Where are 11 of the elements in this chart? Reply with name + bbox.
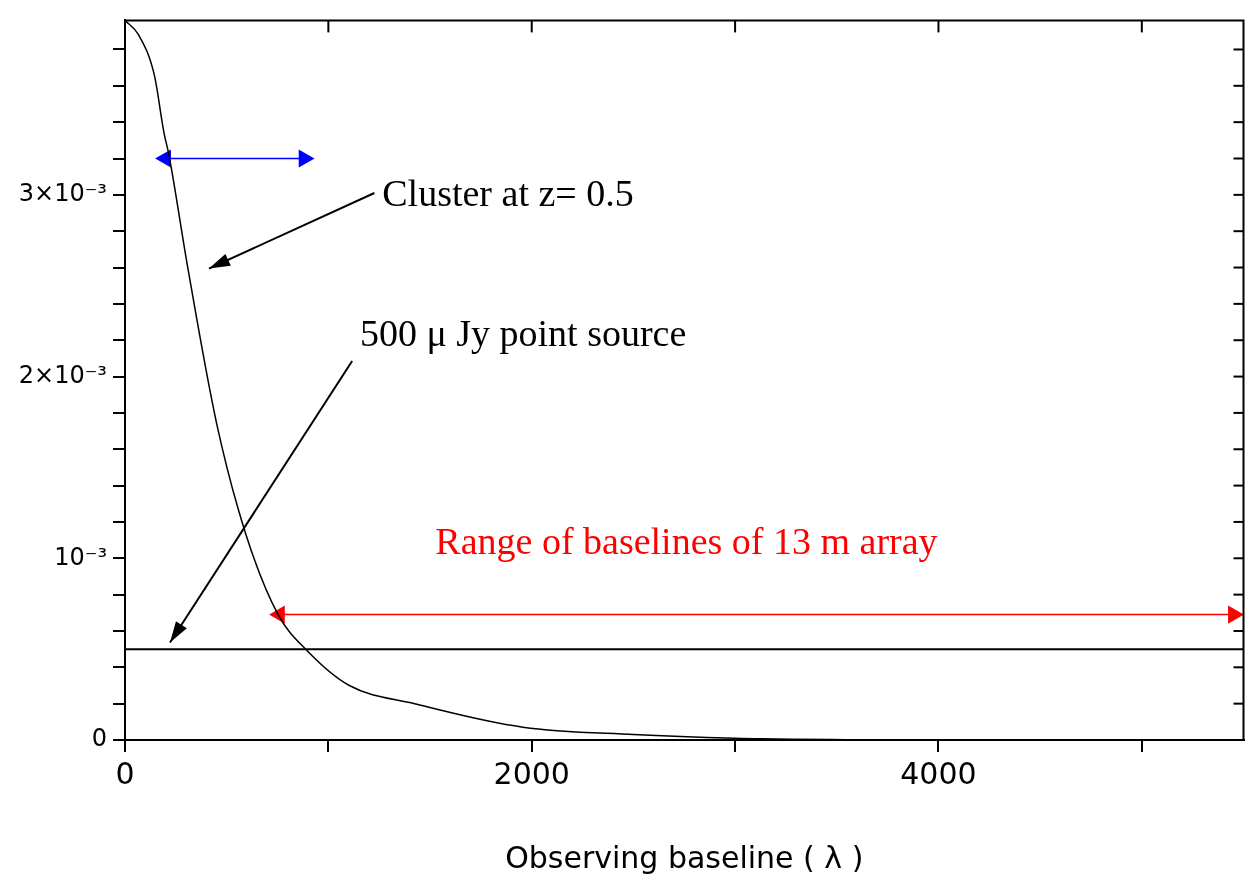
x-tick-label: 2000 — [493, 755, 570, 791]
x-axis-title: Observing baseline ( λ ) — [505, 839, 864, 875]
y-tick-label: 2×10⁻³ — [18, 360, 107, 389]
annotation: Cluster at z= 0.5 — [382, 172, 634, 215]
x-tick-label: 0 — [115, 755, 135, 791]
y-tick-label: 0 — [91, 724, 107, 753]
y-tick-label: 10⁻³ — [54, 542, 107, 571]
x-tick-label: 4000 — [900, 755, 977, 791]
annotation: 500 μ Jy point source — [359, 312, 687, 355]
series-label: Range of baselines of 13 m array — [435, 519, 938, 562]
y-tick-label: 3×10⁻³ — [18, 179, 107, 208]
